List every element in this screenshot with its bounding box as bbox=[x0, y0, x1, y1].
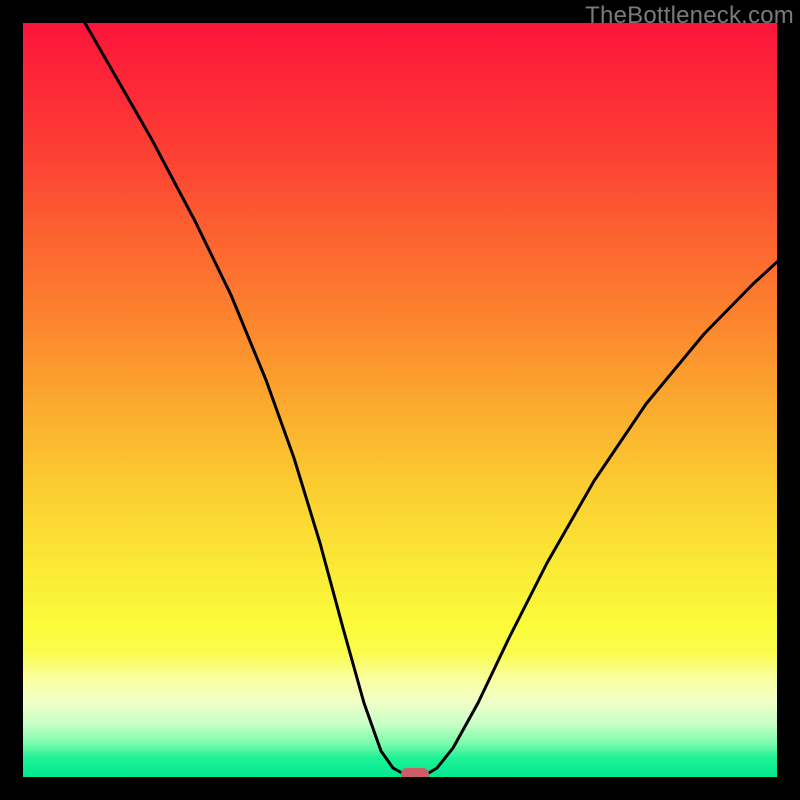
chart-background bbox=[23, 23, 777, 777]
minimum-marker bbox=[401, 768, 429, 777]
bottleneck-chart bbox=[23, 23, 777, 777]
chart-frame: TheBottleneck.com bbox=[0, 0, 800, 800]
